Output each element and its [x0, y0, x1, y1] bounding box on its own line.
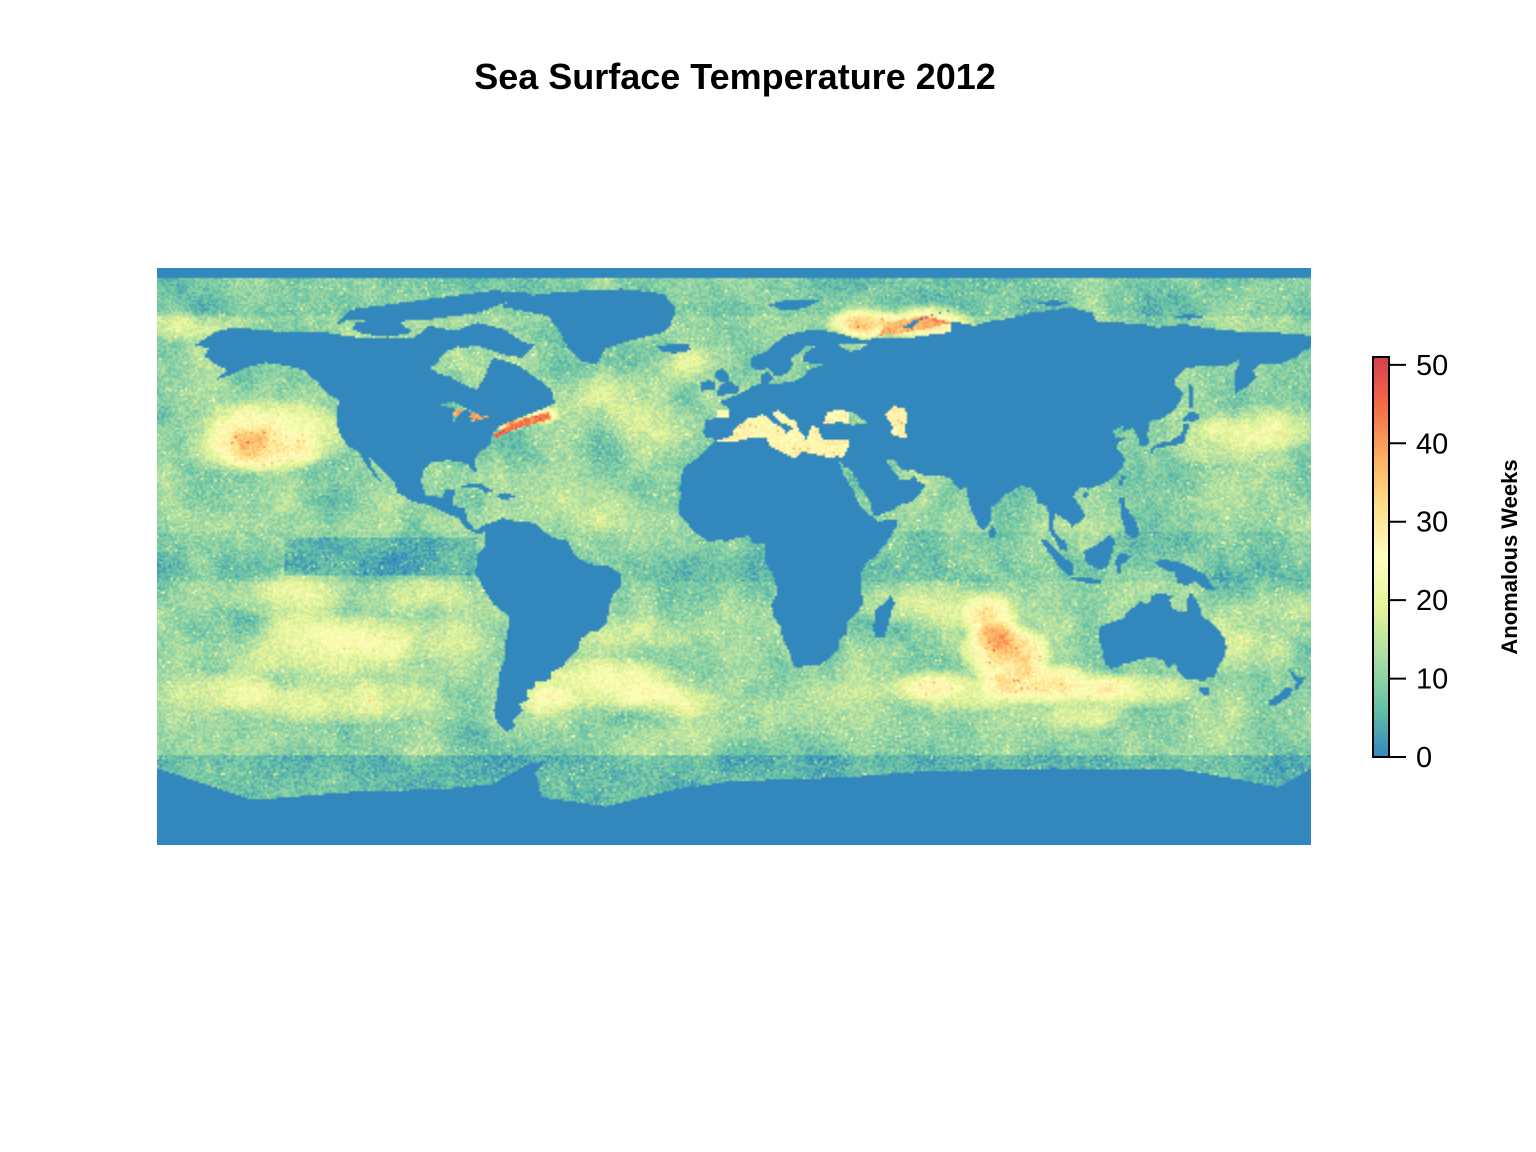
colorbar-tick-label-40: 40: [1416, 428, 1448, 460]
page-title: Sea Surface Temperature 2012: [474, 56, 996, 97]
colorbar-ticks: 0 10 20 30 40 50: [1389, 350, 1448, 774]
colorbar-title: Anomalous Weeks: [1497, 459, 1522, 654]
colorbar-tick-label-20: 20: [1416, 585, 1448, 617]
colorbar-legend: 0 10 20 30 40 50 Anomalous Weeks: [1360, 340, 1530, 780]
colorbar-tick-label-0: 0: [1416, 742, 1432, 774]
heatmap-map: [157, 268, 1311, 845]
colorbar-tick-label-30: 30: [1416, 507, 1448, 539]
colorbar-tick-label-50: 50: [1416, 350, 1448, 382]
colorbar-svg: 0 10 20 30 40 50 Anomalous Weeks: [1372, 350, 1522, 774]
colorbar-gradient: [1372, 356, 1390, 758]
sst-anomaly-raster: [157, 268, 1311, 845]
colorbar-tick-label-10: 10: [1416, 664, 1448, 696]
